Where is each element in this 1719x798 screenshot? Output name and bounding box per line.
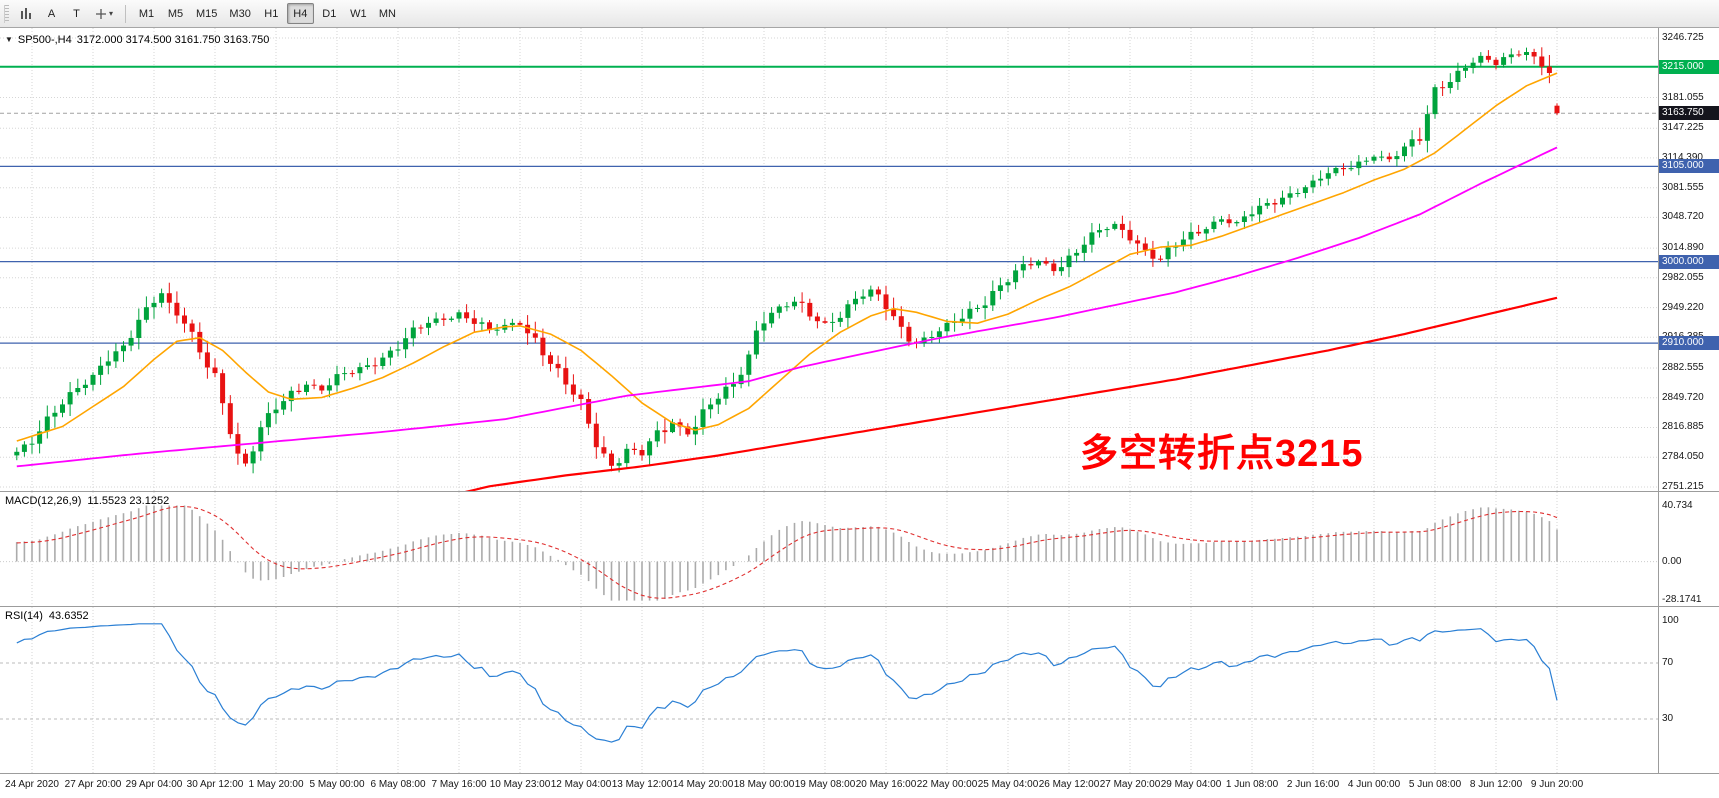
macd-name: MACD(12,26,9)	[5, 495, 82, 507]
ohlc-values: 3172.000 3174.500 3161.750 3163.750	[76, 34, 270, 46]
toolbar-grip[interactable]	[4, 4, 9, 23]
price-annotation-text: 多空转折点3215	[1080, 433, 1364, 475]
price-axis-label: 2816.885	[1662, 421, 1704, 433]
time-axis-label: 8 Jun 12:00	[1469, 779, 1523, 790]
time-axis-label: 22 May 00:00	[916, 779, 978, 790]
macd-axis-label: 40.734	[1662, 500, 1693, 511]
macd-axis-label: -28.1741	[1662, 594, 1702, 605]
timeframe-m15-button[interactable]: M15	[191, 3, 222, 24]
time-axis-label: 14 May 20:00	[672, 779, 734, 790]
time-axis-label: 26 May 12:00	[1038, 779, 1100, 790]
time-axis-label: 29 May 04:00	[1160, 779, 1222, 790]
macd-values: 11.5523 23.1252	[87, 495, 170, 507]
time-axis-label: 1 Jun 08:00	[1225, 779, 1279, 790]
price-axis-label: 3181.055	[1662, 91, 1704, 103]
candlestick-chart[interactable]	[0, 28, 1658, 491]
macd-axis[interactable]: 40.734 0.00 -28.1741	[1658, 492, 1719, 606]
crosshair-dropdown-button[interactable]: ▾	[90, 3, 118, 24]
macd-chart[interactable]	[0, 492, 1658, 607]
price-axis-label: 3048.720	[1662, 211, 1704, 223]
timeframe-h1-button[interactable]: H1	[258, 3, 285, 24]
bar-chart-icon	[20, 7, 33, 20]
macd-panel: MACD(12,26,9) 11.5523 23.1252 40.734 0.00…	[0, 491, 1719, 607]
time-axis-label: 1 May 20:00	[248, 779, 304, 790]
rsi-axis-label: 70	[1662, 657, 1674, 668]
time-axis-label: 2 Jun 16:00	[1286, 779, 1340, 790]
price-axis[interactable]: 3246.725 3181.055 3147.225 3114.390 3081.555…	[1658, 28, 1719, 492]
timeframe-mn-button[interactable]: MN	[374, 3, 401, 24]
chart-type-button[interactable]	[15, 3, 38, 24]
price-axis-label: 2882.555	[1662, 361, 1704, 373]
price-axis-label: 2784.050	[1662, 451, 1704, 463]
rsi-panel: RSI(14) 43.6352 100 70 30	[0, 606, 1719, 774]
crosshair-icon	[95, 8, 107, 20]
price-axis-label: 3081.555	[1662, 181, 1704, 193]
price-level-badge: 3000.000	[1659, 254, 1719, 269]
time-axis-label: 20 May 16:00	[855, 779, 917, 790]
chart-title: ▼ SP500-,H4 3172.000 3174.500 3161.750 3…	[5, 34, 269, 46]
timeframe-w1-button[interactable]: W1	[345, 3, 372, 24]
time-axis-label: 5 May 00:00	[309, 779, 365, 790]
rsi-axis-label: 100	[1662, 615, 1679, 626]
time-axis-label: 6 May 08:00	[370, 779, 426, 790]
time-axis-label: 18 May 00:00	[733, 779, 795, 790]
time-axis-label: 12 May 04:00	[550, 779, 612, 790]
time-axis-label: 5 Jun 08:00	[1408, 779, 1462, 790]
rsi-chart[interactable]	[0, 607, 1658, 774]
timeframe-m5-button[interactable]: M5	[162, 3, 189, 24]
toolbar-separator	[125, 4, 127, 23]
price-axis-label: 3147.225	[1662, 122, 1704, 134]
chevron-down-icon: ▾	[109, 9, 114, 18]
time-axis-label: 27 Apr 20:00	[64, 779, 122, 790]
current-price-badge: 3163.750	[1659, 106, 1719, 121]
time-axis-label: 10 May 23:00	[489, 779, 551, 790]
time-axis-label: 30 Apr 12:00	[186, 779, 244, 790]
rsi-name: RSI(14)	[5, 610, 43, 622]
price-axis-label: 2949.220	[1662, 301, 1704, 313]
timeframe-h4-button[interactable]: H4	[286, 3, 314, 24]
text-tool-button[interactable]: T	[65, 3, 88, 24]
time-axis-label: 13 May 12:00	[611, 779, 673, 790]
time-axis-label: 9 Jun 20:00	[1530, 779, 1584, 790]
rsi-label: RSI(14) 43.6352	[5, 610, 89, 622]
time-axis-label: 25 May 04:00	[977, 779, 1039, 790]
time-axis-label: 4 Jun 00:00	[1347, 779, 1401, 790]
time-axis-label: 19 May 08:00	[794, 779, 856, 790]
time-axis-label: 24 Apr 2020	[5, 779, 59, 790]
rsi-axis-label: 30	[1662, 713, 1674, 724]
rsi-axis[interactable]: 100 70 30	[1658, 607, 1719, 773]
timeframe-m1-button[interactable]: M1	[133, 3, 160, 24]
time-axis-label: 29 Apr 04:00	[125, 779, 183, 790]
timeframe-m30-button[interactable]: M30	[224, 3, 255, 24]
price-axis-label: 2751.215	[1662, 480, 1704, 492]
time-axis-label: 27 May 20:00	[1099, 779, 1161, 790]
dropdown-triangle-icon: ▼	[5, 35, 13, 44]
toolbar: A T ▾ M1 M5 M15 M30 H1 H4 D1 W1 MN	[0, 0, 1719, 28]
time-axis-label: 7 May 16:00	[431, 779, 487, 790]
price-axis-label: 2982.055	[1662, 271, 1704, 283]
price-level-badge: 3215.000	[1659, 59, 1719, 74]
annotation-tool-button[interactable]: A	[40, 3, 63, 24]
price-level-badge: 2910.000	[1659, 336, 1719, 351]
price-axis-label: 3014.890	[1662, 242, 1704, 254]
symbol-period-label: SP500-,H4	[17, 34, 72, 46]
time-axis[interactable]: 24 Apr 2020 27 Apr 20:00 29 Apr 04:00 30 Ap…	[0, 773, 1719, 798]
price-axis-label: 3246.725	[1662, 31, 1704, 43]
macd-label: MACD(12,26,9) 11.5523 23.1252	[5, 495, 169, 507]
price-axis-label: 3114.390	[1662, 151, 1703, 163]
price-axis-label: 2849.720	[1662, 391, 1704, 403]
price-level-badge: 3105.000	[1659, 159, 1719, 174]
macd-axis-label: 0.00	[1662, 555, 1682, 567]
rsi-value: 43.6352	[48, 610, 89, 622]
main-chart-panel: ▼ SP500-,H4 3172.000 3174.500 3161.750 3…	[0, 28, 1719, 492]
timeframe-d1-button[interactable]: D1	[316, 3, 343, 24]
